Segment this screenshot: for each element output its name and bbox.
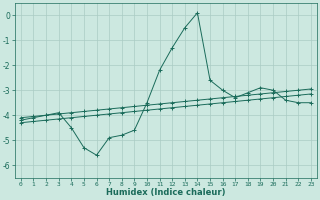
X-axis label: Humidex (Indice chaleur): Humidex (Indice chaleur) bbox=[106, 188, 226, 197]
